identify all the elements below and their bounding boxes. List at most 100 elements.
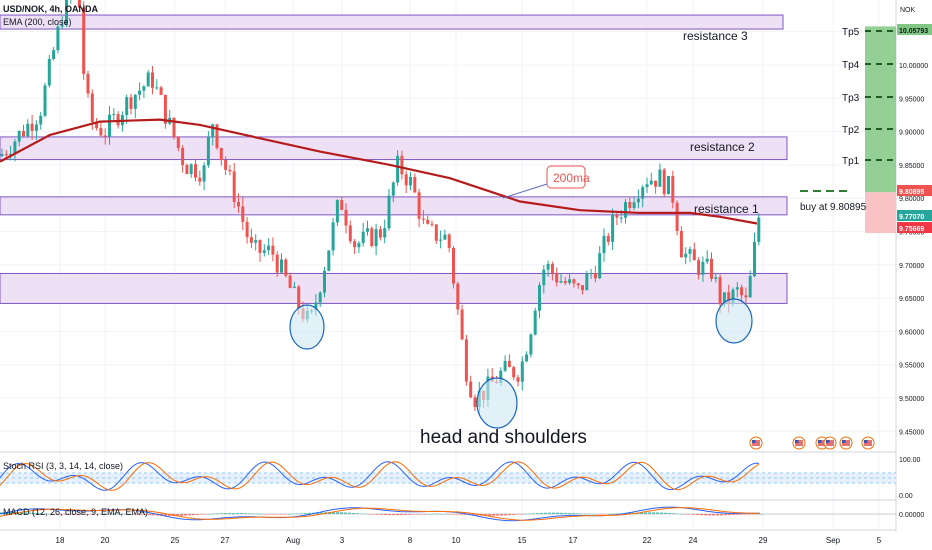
candle-body bbox=[499, 370, 503, 384]
x-tick-label: 22 bbox=[643, 536, 652, 545]
candle-body bbox=[237, 201, 240, 207]
candle-body bbox=[245, 221, 249, 238]
macd-histogram-bar bbox=[140, 514, 143, 515]
macd-histogram-bar bbox=[704, 514, 707, 516]
x-tick-label: 10 bbox=[452, 536, 461, 545]
macd-histogram-bar bbox=[464, 514, 467, 515]
y-tick-label: 10.00000 bbox=[899, 63, 928, 70]
candle-body bbox=[52, 50, 56, 60]
x-tick-label: Aug bbox=[286, 536, 300, 545]
macd-histogram-bar bbox=[176, 514, 179, 516]
ma-callout-label: 200ma bbox=[553, 171, 590, 185]
macd-histogram-bar bbox=[716, 514, 719, 516]
x-tick-label: 25 bbox=[171, 536, 180, 545]
macd-histogram-bar bbox=[440, 513, 443, 515]
macd-histogram-bar bbox=[720, 514, 723, 516]
candle-body bbox=[460, 309, 464, 340]
event-icons[interactable] bbox=[749, 436, 875, 450]
rsi-d-line bbox=[0, 461, 760, 491]
y-tick-label: 9.70000 bbox=[899, 263, 924, 270]
candle-body bbox=[662, 169, 666, 195]
macd-histogram-bar bbox=[192, 514, 195, 516]
candle-body bbox=[550, 263, 554, 274]
candle-body bbox=[731, 289, 735, 304]
candle-body bbox=[13, 141, 17, 155]
target-label-4: Tp4 bbox=[842, 60, 860, 71]
macd-histogram-bar bbox=[352, 512, 355, 514]
macd-histogram-bar bbox=[564, 512, 567, 514]
macd-histogram-bar bbox=[576, 513, 579, 514]
candle-body bbox=[598, 253, 602, 279]
candle-body bbox=[753, 241, 756, 277]
macd-histogram-bar bbox=[252, 513, 255, 515]
candle-body bbox=[249, 237, 253, 243]
macd-histogram-bar bbox=[384, 514, 387, 516]
macd-histogram-bar bbox=[456, 514, 459, 515]
x-tick-label: 18 bbox=[56, 536, 65, 545]
macd-histogram-bar bbox=[268, 514, 271, 515]
macd-histogram-bar bbox=[132, 514, 135, 515]
y-tick-label: 9.65000 bbox=[899, 296, 924, 303]
candle-body bbox=[679, 230, 683, 258]
macd-histogram-bar bbox=[144, 514, 147, 515]
zone-3 bbox=[0, 272, 788, 304]
macd-histogram-bar bbox=[684, 514, 687, 515]
entry-label: buy at 9.80895 bbox=[800, 202, 867, 213]
candle-body bbox=[563, 281, 567, 284]
candle-body bbox=[529, 334, 533, 355]
macd-histogram-bar bbox=[104, 513, 107, 515]
macd-histogram-bar bbox=[664, 512, 667, 514]
candle-body bbox=[533, 310, 537, 335]
candle-body bbox=[95, 122, 99, 129]
zone-label-1: resistance 2 bbox=[690, 140, 755, 154]
target-label-5: Tp5 bbox=[842, 27, 860, 38]
candle-body bbox=[624, 202, 627, 218]
profit-zone bbox=[865, 26, 896, 193]
macd-histogram-bar bbox=[528, 513, 531, 515]
macd-histogram-bar bbox=[444, 513, 447, 515]
candle-body bbox=[593, 273, 597, 279]
macd-histogram-bar bbox=[680, 513, 683, 515]
candle-body bbox=[619, 217, 623, 219]
macd-histogram-bar bbox=[612, 513, 615, 515]
candle-body bbox=[430, 223, 434, 225]
candle-body bbox=[22, 131, 25, 137]
macd-histogram-bar bbox=[568, 513, 571, 514]
macd-histogram-bar bbox=[640, 512, 643, 514]
candle-body bbox=[176, 136, 180, 149]
candle-body bbox=[125, 97, 129, 116]
candle-body bbox=[86, 73, 90, 94]
candle-body bbox=[370, 228, 374, 247]
long-position-tool[interactable]: Tp1 Tp2 Tp3 Tp4 Tp5 buy at 9.80895 bbox=[800, 26, 896, 234]
macd-histogram-bar bbox=[380, 514, 383, 515]
macd-histogram-bar bbox=[200, 514, 203, 515]
candle-body bbox=[585, 273, 589, 291]
y-tick-label: 9.90000 bbox=[899, 130, 924, 137]
zone-1 bbox=[0, 136, 788, 161]
macd-histogram-bar bbox=[148, 514, 151, 516]
candle-body bbox=[292, 286, 296, 288]
macd-histogram-bar bbox=[20, 512, 23, 514]
macd-histogram-bar bbox=[368, 514, 371, 515]
candle-body bbox=[4, 154, 8, 156]
macd-histogram-bar bbox=[220, 513, 223, 514]
candle-body bbox=[90, 93, 94, 123]
candle-body bbox=[555, 273, 559, 283]
candle-body bbox=[0, 154, 4, 157]
macd-histogram-bar bbox=[208, 513, 211, 515]
macd-histogram-bar bbox=[396, 514, 399, 516]
macd-histogram-bar bbox=[512, 514, 515, 515]
ema-legend: EMA (200, close) bbox=[3, 17, 72, 27]
candle-body bbox=[632, 202, 636, 208]
macd-histogram-bar bbox=[700, 514, 703, 516]
macd-histogram-bar bbox=[540, 512, 543, 514]
macd-histogram-bar bbox=[80, 514, 83, 515]
candle-body bbox=[727, 292, 731, 304]
candle-body bbox=[684, 253, 688, 258]
macd-histogram-bar bbox=[204, 514, 207, 515]
rsi-tick-label: 0.00 bbox=[899, 493, 913, 500]
candle-body bbox=[366, 228, 369, 232]
macd-histogram-bar bbox=[500, 514, 503, 516]
